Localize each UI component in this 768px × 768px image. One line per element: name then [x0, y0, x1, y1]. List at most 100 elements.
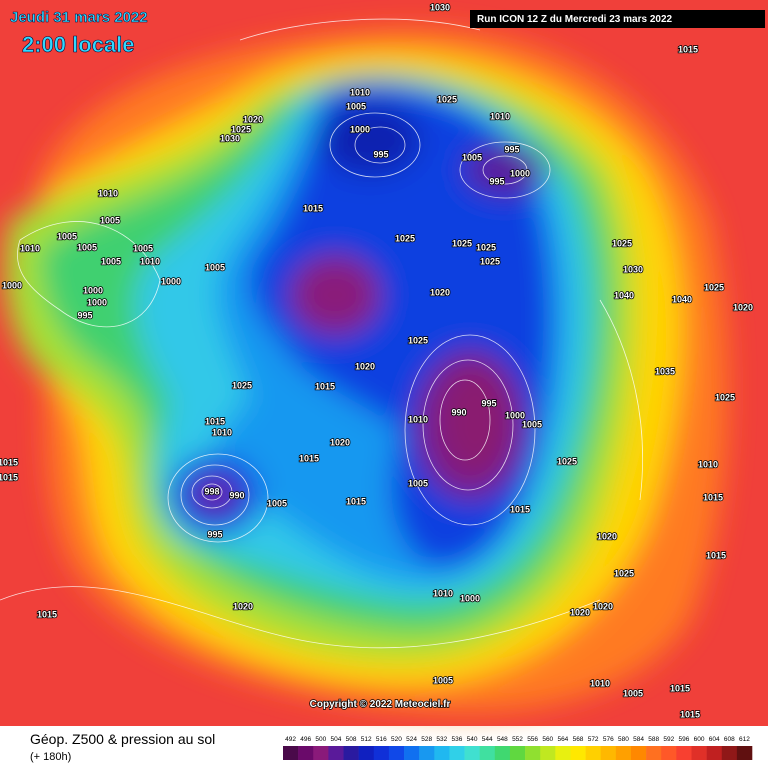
isobar-label: 990 — [451, 407, 466, 417]
isobar-label: 1000 — [87, 297, 107, 307]
colorbar-swatch — [343, 746, 359, 760]
isobar-label: 1035 — [655, 366, 675, 376]
colorbar-label: 556 — [527, 736, 538, 743]
colorbar-label: 500 — [315, 736, 326, 743]
colorbar-swatch — [555, 746, 571, 760]
colorbar-label: 572 — [588, 736, 599, 743]
colorbar-label: 608 — [724, 736, 735, 743]
isobar-label: 1010 — [350, 87, 370, 97]
colorbar-swatch — [736, 746, 753, 760]
isobar-label: 1000 — [460, 593, 480, 603]
isobar-label: 1015 — [678, 44, 698, 54]
isobar-label: 1020 — [570, 607, 590, 617]
isobar-label: 1015 — [299, 453, 319, 463]
isobar-label: 1015 — [670, 683, 690, 693]
colorbar-label: 528 — [421, 736, 432, 743]
isobar-label: 1010 — [212, 427, 232, 437]
colorbar-swatch — [449, 746, 465, 760]
colorbar-swatch — [585, 746, 602, 760]
isobar-label: 1015 — [510, 504, 530, 514]
isobar-label: 1020 — [597, 531, 617, 541]
colorbar-label: 592 — [663, 736, 674, 743]
isobar-label: 1010 — [20, 243, 40, 253]
geopotential-field — [4, 29, 728, 713]
isobar-label: 995 — [489, 176, 504, 186]
isobar-label: 1020 — [430, 287, 450, 297]
isobar-label: 1010 — [433, 588, 453, 598]
isobar-label: 1025 — [557, 456, 577, 466]
isobar-label: 990 — [229, 490, 244, 500]
isobar-label: 1025 — [231, 124, 251, 134]
isobar-label: 1030 — [623, 264, 643, 274]
isobars — [0, 18, 643, 649]
isobar-label: 1010 — [98, 188, 118, 198]
colorbar-label: 568 — [573, 736, 584, 743]
isobar-label: 1025 — [452, 238, 472, 248]
colorbar-label: 532 — [436, 736, 447, 743]
isobar-label: 1030 — [430, 2, 450, 12]
colorbar-label: 536 — [452, 736, 463, 743]
colorbar-swatch — [298, 746, 314, 760]
colorbar-label: 548 — [497, 736, 508, 743]
isobar-label: 1000 — [161, 276, 181, 286]
isobar-label: 1005 — [462, 152, 482, 162]
colorbar-swatch — [479, 746, 496, 760]
colorbar-label: 496 — [300, 736, 311, 743]
isobar-label: 1005 — [101, 256, 121, 266]
copyright: Copyright © 2022 Meteociel.fr — [310, 699, 451, 710]
colorbar-swatch — [676, 746, 692, 760]
colorbar-swatch — [646, 746, 662, 760]
isobar-label: 1015 — [205, 416, 225, 426]
colorbar-label: 520 — [391, 736, 402, 743]
isobar-label: 1010 — [408, 414, 428, 424]
isobar-label: 1015 — [703, 492, 723, 502]
colorbar-label: 600 — [694, 736, 705, 743]
isobar-label: 995 — [481, 398, 496, 408]
isobar-label: 1000 — [505, 410, 525, 420]
isobar-label: 1025 — [612, 238, 632, 248]
isobar-label: 1015 — [0, 472, 18, 482]
isobar-label: 1015 — [0, 457, 18, 467]
colorbar-label: 604 — [709, 736, 720, 743]
isobar-label: 1020 — [330, 437, 350, 447]
colorbar-swatch — [373, 746, 390, 760]
isobar-label: 1005 — [205, 262, 225, 272]
colorbar-label: 560 — [542, 736, 553, 743]
colorbar-swatch — [691, 746, 707, 760]
isobar-label: 1005 — [408, 478, 428, 488]
isobar-label: 1005 — [57, 231, 77, 241]
colorbar-swatch — [358, 746, 375, 760]
isobar-label: 1005 — [522, 419, 542, 429]
isobar-label: 995 — [504, 144, 519, 154]
colorbar-swatch — [404, 746, 420, 760]
isobar-label: 1015 — [346, 496, 366, 506]
colorbar-label: 512 — [361, 736, 372, 743]
isobar-label: 1005 — [100, 215, 120, 225]
colorbar-swatch — [283, 746, 299, 760]
isobar-label: 1000 — [83, 285, 103, 295]
colorbar-label: 524 — [406, 736, 417, 743]
isobar-label: 1040 — [672, 294, 692, 304]
footer-lead: (+ 180h) — [30, 751, 71, 763]
colorbar-label: 504 — [331, 736, 342, 743]
colorbar-swatch — [540, 746, 556, 760]
colorbar-swatch — [600, 746, 617, 760]
colorbar-swatch — [494, 746, 511, 760]
isobar-label: 995 — [77, 310, 92, 320]
colorbar-swatch — [388, 746, 405, 760]
colorbar-swatch — [630, 746, 647, 760]
forecast-time: 2:00 locale — [22, 32, 135, 57]
isobar-label: 1010 — [698, 459, 718, 469]
isobar-label: 1005 — [77, 242, 97, 252]
colorbar-swatch — [661, 746, 677, 760]
colorbar-label: 584 — [633, 736, 644, 743]
colorbar-swatch — [721, 746, 738, 760]
isobar-label: 1025 — [395, 233, 415, 243]
isobar-label: 1015 — [315, 381, 335, 391]
forecast-date: Jeudi 31 mars 2022 — [10, 9, 148, 26]
run-box — [470, 10, 765, 28]
colorbar-label: 564 — [557, 736, 568, 743]
colorbar-label: 492 — [285, 736, 296, 743]
isobar-label: 1015 — [680, 709, 700, 719]
